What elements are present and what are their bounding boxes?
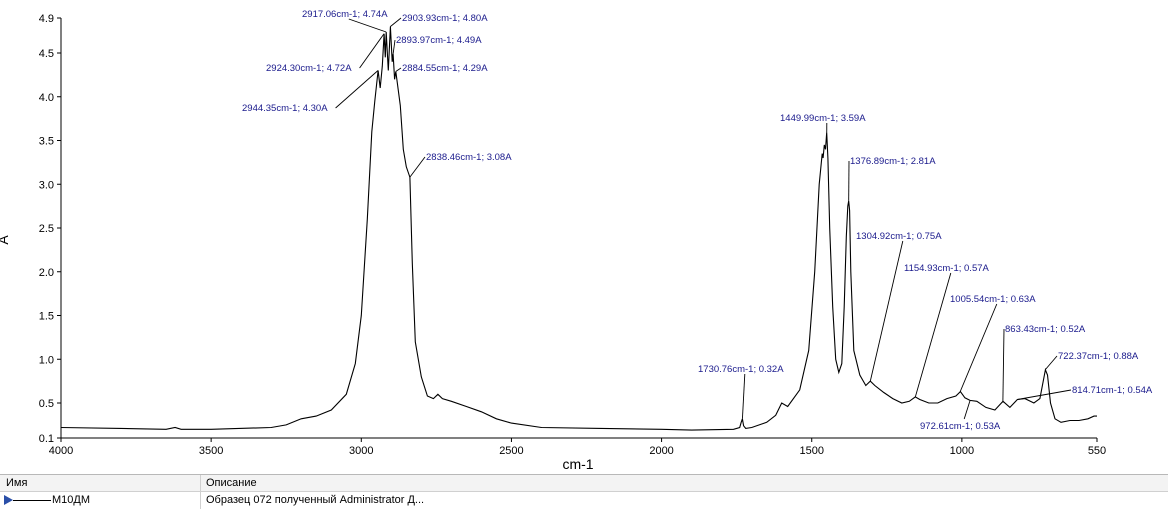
annotation-leader-line bbox=[393, 40, 395, 54]
y-axis-ticks: 0.1 0.5 1.0 1.5 2.0 2.5 3.0 3.5 4.0 4.5 4.9 bbox=[39, 13, 61, 445]
peak-annotation-label: 1304.92cm-1; 0.75A bbox=[856, 231, 942, 242]
x-tick-label: 3000 bbox=[349, 445, 373, 457]
y-tick-label: 1.5 bbox=[39, 311, 54, 323]
peak-annotation-label: 814.71cm-1; 0.54A bbox=[1072, 385, 1153, 396]
legend-table: Имя Описание M10ДМ Образец 072 полученны… bbox=[0, 474, 1168, 509]
peak-annotation-label: 972.61cm-1; 0.53A bbox=[920, 421, 1001, 432]
x-tick-label: 4000 bbox=[49, 445, 73, 457]
legend-header: Имя Описание bbox=[0, 475, 1168, 492]
annotation-leader-line bbox=[915, 273, 950, 397]
annotation-leader-line bbox=[410, 157, 425, 177]
y-tick-label: 1.0 bbox=[39, 354, 54, 366]
peak-annotation-label: 2917.06cm-1; 4.74A bbox=[302, 9, 388, 20]
x-tick-label: 550 bbox=[1088, 445, 1106, 457]
legend-row-name: M10ДМ bbox=[52, 494, 90, 506]
y-tick-label: 2.0 bbox=[39, 267, 54, 279]
x-axis-title: cm-1 bbox=[562, 456, 593, 472]
legend-row-description: Образец 072 полученный Administrator Д..… bbox=[206, 494, 424, 506]
legend-row[interactable]: M10ДМ Образец 072 полученный Administrat… bbox=[0, 492, 1168, 509]
peak-annotation-label: 2903.93cm-1; 4.80A bbox=[402, 13, 488, 24]
y-tick-label: 4.5 bbox=[39, 48, 54, 60]
annotation-leader-line bbox=[349, 19, 386, 32]
y-tick-label: 3.0 bbox=[39, 179, 54, 191]
annotation-leader-line bbox=[1018, 390, 1071, 400]
y-tick-label: 0.1 bbox=[39, 433, 54, 445]
annotation-leader-line bbox=[742, 374, 744, 419]
y-axis-title: A bbox=[0, 235, 11, 245]
peak-annotation-label: 2924.30cm-1; 4.72A bbox=[266, 63, 352, 74]
peak-annotation-label: 2838.46cm-1; 3.08A bbox=[426, 152, 512, 163]
legend-header-name[interactable]: Имя bbox=[6, 477, 27, 489]
annotation-leader-line bbox=[336, 71, 378, 109]
y-tick-label: 0.5 bbox=[39, 398, 54, 410]
x-tick-label: 3500 bbox=[199, 445, 223, 457]
y-tick-label: 4.0 bbox=[39, 92, 54, 104]
series-marker-arrow-icon bbox=[4, 495, 13, 505]
spectrum-chart: 0.1 0.5 1.0 1.5 2.0 2.5 3.0 3.5 4.0 4.5 4.9 4000 35… bbox=[0, 0, 1168, 474]
peak-annotation-label: 2893.97cm-1; 4.49A bbox=[396, 35, 482, 46]
peak-annotation-label: 1154.93cm-1; 0.57A bbox=[904, 263, 990, 274]
annotation-leader-line bbox=[360, 34, 384, 68]
series-line-swatch bbox=[13, 500, 51, 501]
annotation-leader-line bbox=[870, 241, 902, 381]
x-tick-label: 2000 bbox=[649, 445, 673, 457]
peak-annotation-label: 1376.89cm-1; 2.81A bbox=[850, 156, 936, 167]
x-tick-label: 1500 bbox=[799, 445, 823, 457]
y-tick-label: 3.5 bbox=[39, 136, 54, 148]
annotation-leader-line bbox=[960, 304, 997, 392]
peak-annotation-label: 2884.55cm-1; 4.29A bbox=[402, 63, 488, 74]
peak-annotation-label: 1005.54cm-1; 0.63A bbox=[950, 294, 1036, 305]
annotation-leader-line bbox=[964, 400, 970, 419]
absorbance-series-line bbox=[61, 27, 1097, 430]
annotation-leader-line bbox=[390, 18, 401, 27]
y-tick-label: 2.5 bbox=[39, 223, 54, 235]
annotation-leader-line bbox=[396, 68, 401, 71]
x-tick-label: 1000 bbox=[950, 445, 974, 457]
annotation-leader-line bbox=[1003, 329, 1004, 401]
legend-header-description[interactable]: Описание bbox=[206, 477, 257, 489]
y-tick-label: 4.9 bbox=[39, 13, 54, 25]
x-axis-ticks: 4000 3500 3000 2500 2000 1500 1000 550 bbox=[49, 438, 1106, 457]
peak-annotation-label: 863.43cm-1; 0.52A bbox=[1005, 324, 1086, 335]
x-tick-label: 2500 bbox=[499, 445, 523, 457]
peak-annotation-label: 2944.35cm-1; 4.30A bbox=[242, 103, 328, 114]
peak-annotation-label: 1449.99cm-1; 3.59A bbox=[780, 113, 866, 124]
peak-annotation-label: 1730.76cm-1; 0.32A bbox=[698, 364, 784, 375]
peak-annotation-label: 722.37cm-1; 0.88A bbox=[1058, 351, 1139, 362]
annotation-leader-line bbox=[1045, 356, 1057, 370]
